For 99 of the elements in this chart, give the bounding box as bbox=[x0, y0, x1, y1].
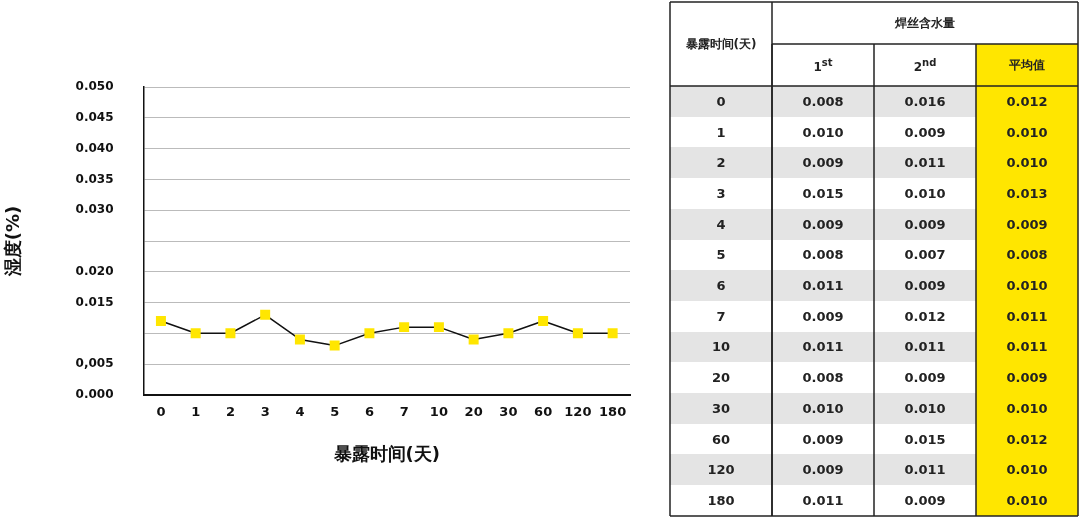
x-tick-label: 3 bbox=[260, 403, 270, 419]
point bbox=[572, 328, 583, 339]
data-label: 0.010 bbox=[874, 393, 976, 424]
data-label: 0.008 bbox=[1005, 246, 1049, 265]
data-label: 0.010 bbox=[1005, 399, 1049, 418]
point bbox=[294, 334, 305, 345]
point bbox=[607, 328, 618, 339]
data-label: 0.012 bbox=[903, 307, 947, 326]
y-tick-label: 4 bbox=[670, 208, 772, 240]
point bbox=[155, 315, 166, 326]
x-tick-label: 1$^{st}$ bbox=[812, 55, 834, 76]
point bbox=[225, 328, 236, 339]
data-label: 0.011 bbox=[801, 492, 845, 511]
y-tick-label: 0.020 bbox=[75, 263, 114, 278]
y-tick-label: 3 bbox=[715, 184, 727, 203]
x-tick-label: 0 bbox=[156, 403, 166, 419]
data-label: 0.008 bbox=[801, 246, 845, 265]
y-tick-label: 2 bbox=[670, 147, 772, 179]
data-label: 0.011 bbox=[874, 147, 976, 179]
y-tick-label: 0.030 bbox=[75, 202, 114, 217]
x-tick-label: 7 bbox=[399, 403, 409, 419]
data-label: 0.013 bbox=[1005, 184, 1049, 203]
point bbox=[538, 315, 549, 326]
y-tick-label: 7 bbox=[715, 307, 727, 326]
data-label: 0.011 bbox=[1005, 307, 1049, 326]
data-label: 0.010 bbox=[903, 184, 947, 203]
y-tick-label: 20 bbox=[710, 369, 732, 388]
data-label: 0.016 bbox=[874, 86, 976, 117]
data-label: 0.007 bbox=[903, 246, 947, 265]
x-tick-label: 4 bbox=[295, 403, 305, 419]
x-axis-title: 暴露时间(天) bbox=[332, 442, 441, 464]
data-label: 0.009 bbox=[903, 123, 947, 142]
x-tick-label: 20 bbox=[464, 403, 483, 419]
data-label: 0.009 bbox=[772, 454, 874, 486]
data-label: 0.009 bbox=[874, 270, 976, 301]
data-label: 0.012 bbox=[1005, 92, 1049, 111]
y-tick-label: 0.000 bbox=[75, 386, 114, 401]
point bbox=[503, 328, 514, 339]
data-label: 0.011 bbox=[772, 331, 874, 363]
data-label: 0.015 bbox=[903, 430, 947, 449]
data-label: 0.010 bbox=[1005, 154, 1049, 173]
data-label: 0.009 bbox=[874, 208, 976, 240]
data-label: 0.009 bbox=[801, 430, 845, 449]
y-tick-label: 0 bbox=[670, 86, 772, 117]
y-tick-label: 0,005 bbox=[75, 356, 114, 371]
y-tick-label: 120 bbox=[670, 454, 772, 486]
point bbox=[260, 309, 271, 320]
y-tick-label: 0.015 bbox=[75, 294, 114, 309]
data-label: 0.009 bbox=[801, 307, 845, 326]
data-label: 0.008 bbox=[801, 369, 845, 388]
data-label: 0.010 bbox=[1005, 277, 1049, 296]
y-axis-title: 湿度(%) bbox=[2, 205, 24, 278]
data-label: 0.011 bbox=[772, 270, 874, 301]
data-label: 0.012 bbox=[1005, 430, 1049, 449]
point bbox=[433, 322, 444, 333]
data-label: 0.009 bbox=[903, 369, 947, 388]
point bbox=[329, 340, 340, 351]
y-tick-label: 0.045 bbox=[75, 110, 114, 125]
data-label: 0.009 bbox=[903, 492, 947, 511]
data-label: 0.011 bbox=[874, 331, 976, 363]
chart-title: 焊丝含水量 bbox=[894, 14, 956, 32]
y-tick-label: 5 bbox=[715, 246, 727, 265]
x-tick-label: 平均值 bbox=[1008, 56, 1046, 74]
data-label: 0.010 bbox=[1005, 492, 1049, 511]
data-label: 0.010 bbox=[1005, 461, 1049, 480]
y-tick-label: 6 bbox=[670, 270, 772, 301]
x-tick-label: 2$^{nd}$ bbox=[912, 55, 938, 76]
data-label: 0.009 bbox=[1005, 369, 1049, 388]
data-label: 0.009 bbox=[772, 147, 874, 179]
x-tick-label: 2 bbox=[225, 403, 235, 419]
data-label: 0.011 bbox=[874, 454, 976, 486]
data-label: 0.011 bbox=[1005, 338, 1049, 357]
data-label: 0.008 bbox=[772, 86, 874, 117]
data-label: 0.009 bbox=[772, 208, 874, 240]
y-tick-label: 10 bbox=[670, 331, 772, 363]
y-axis-title: 暴露时间(天) bbox=[684, 35, 758, 53]
data-label: 0.015 bbox=[801, 184, 845, 203]
y-tick-label: 0.035 bbox=[75, 171, 114, 186]
x-tick-label: 30 bbox=[499, 403, 518, 419]
point bbox=[399, 322, 410, 333]
y-tick-label: 0.040 bbox=[75, 140, 114, 155]
x-tick-label: 1 bbox=[191, 403, 201, 419]
data-label: 0.010 bbox=[772, 393, 874, 424]
data-label: 0.010 bbox=[801, 123, 845, 142]
y-tick-label: 60 bbox=[710, 430, 732, 449]
data-label: 0.010 bbox=[1005, 123, 1049, 142]
x-tick-label: 120 bbox=[564, 403, 592, 419]
data-label: 0.009 bbox=[1005, 215, 1049, 234]
point bbox=[468, 334, 479, 345]
y-tick-label: 1 bbox=[715, 123, 727, 142]
y-tick-label: 0.050 bbox=[75, 79, 114, 94]
x-tick-label: 5 bbox=[330, 403, 340, 419]
point bbox=[190, 328, 201, 339]
x-tick-label: 60 bbox=[534, 403, 553, 419]
point bbox=[364, 328, 375, 339]
x-tick-label: 180 bbox=[599, 403, 627, 419]
x-tick-label: 10 bbox=[429, 403, 448, 419]
x-tick-label: 6 bbox=[364, 403, 374, 419]
y-tick-label: 180 bbox=[706, 492, 736, 511]
